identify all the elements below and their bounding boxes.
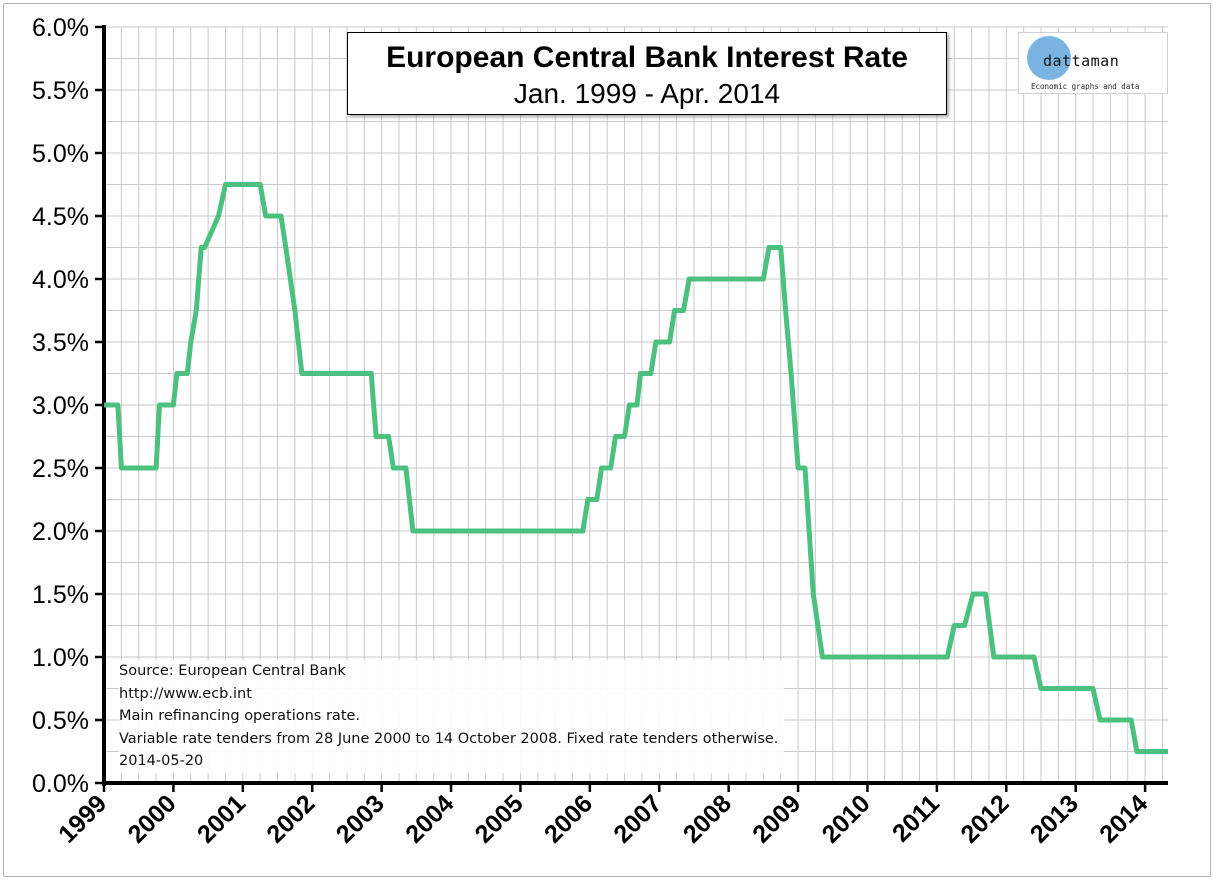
y-tick-label: 5.0% [32,140,89,168]
x-tick-label: 2002 [261,789,320,848]
x-tick-label: 2000 [123,789,182,848]
note-date: 2014-05-20 [119,753,204,769]
x-tick-label: 2003 [331,789,390,848]
title-box: European Central Bank Interest Rate Jan.… [347,32,947,115]
x-tick-label: 2011 [887,789,945,847]
note-description: Main refinancing operations rate. [119,708,361,724]
y-tick-label: 0.0% [32,770,89,798]
y-tick-label: 5.5% [32,77,89,105]
note-url: http://www.ecb.int [119,685,252,702]
dattaman-logo: dattaman Economic graphs and data [1018,32,1168,94]
x-tick-label: 1999 [53,789,112,848]
x-tick-label: 2001 [192,789,251,848]
x-tick-label: 2009 [747,789,806,848]
chart-frame [3,3,1211,877]
y-tick-label: 4.5% [32,203,89,231]
y-tick-label: 1.5% [32,581,89,609]
x-tick-label: 2006 [539,789,598,848]
note-tenders: Variable rate tenders from 28 June 2000 … [119,730,779,747]
logo-tagline: Economic graphs and data [1031,82,1140,91]
y-tick-label: 2.5% [32,455,89,483]
y-tick-label: 3.0% [32,392,89,420]
x-tick-label: 2013 [1025,789,1084,848]
x-tick-label: 2004 [400,789,459,848]
y-tick-label: 4.0% [32,266,89,294]
x-tick-label: 2005 [470,789,529,848]
x-tick-label: 2007 [608,789,667,848]
rate-series-line [104,182,1168,754]
x-tick-label: 2012 [955,789,1014,848]
y-tick-label: 6.0% [32,14,89,42]
chart-subtitle: Jan. 1999 - Apr. 2014 [513,78,781,109]
note-source: Source: European Central Bank [119,663,346,679]
x-tick-label: 2008 [678,789,737,848]
logo-name: dattaman [1043,52,1120,70]
y-tick-label: 2.0% [32,518,89,546]
source-notes: Source: European Central Bank http://www… [119,660,785,773]
y-tick-label: 3.5% [32,329,89,357]
logo-circle-icon [1027,36,1071,80]
x-tick-label: 2014 [1094,789,1153,848]
y-tick-label: 0.5% [32,707,89,735]
chart-title: European Central Bank Interest Rate [386,41,908,74]
y-tick-label: 1.0% [32,644,89,672]
x-tick-label: 2010 [817,789,876,848]
